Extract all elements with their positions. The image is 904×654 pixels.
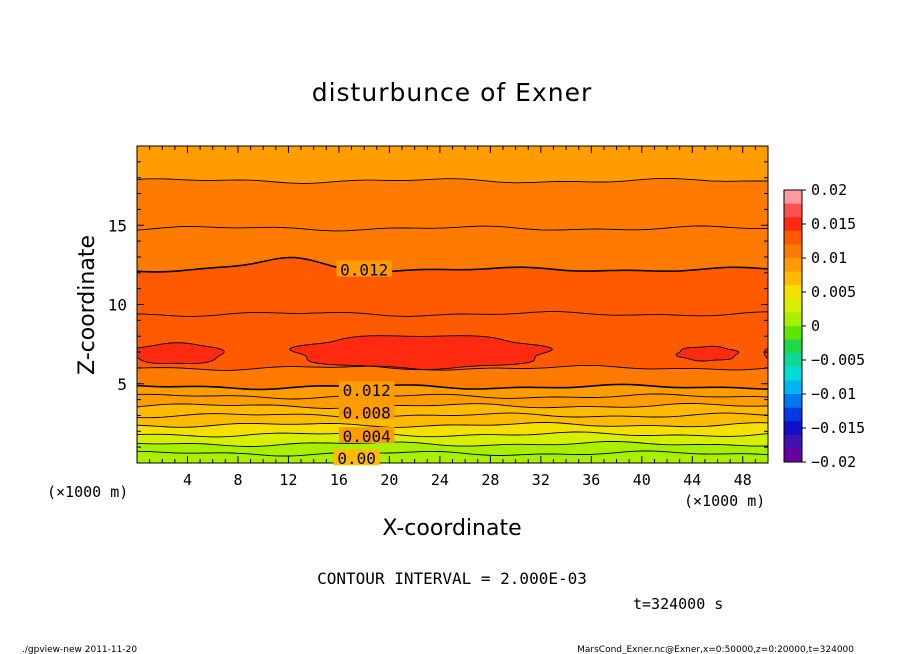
x-tick-label: 16 [330, 471, 348, 489]
contour-line [137, 422, 768, 428]
contour-line [137, 364, 768, 371]
y-tick-label: 15 [108, 216, 127, 235]
colorbar-tick-label: 0.005 [811, 283, 856, 301]
chart-title: disturbunce of Exner [312, 78, 593, 107]
contour-label: 0.008 [343, 403, 391, 422]
time-text: t=324000 s [633, 595, 723, 613]
contour-label-bg [338, 427, 395, 444]
x-tick-label: 48 [734, 471, 752, 489]
y-tick-label: 5 [117, 375, 127, 394]
high-value-region [675, 345, 740, 362]
colorbar-swatch [784, 217, 802, 232]
contour-band [137, 422, 768, 437]
y-axis: 5 10 15 [108, 161, 768, 448]
contour-labels: 0.012 0.012 0.008 0.004 0.00 [333, 260, 395, 468]
x-tick-label: 24 [431, 471, 449, 489]
x-tick-label: 4 [183, 471, 192, 489]
colorbar-swatch [784, 380, 802, 395]
high-value-regions [137, 335, 768, 371]
contour-band [137, 441, 768, 456]
contour-lines [137, 177, 768, 457]
colorbar-swatch [784, 203, 802, 218]
footer-left-text: ./gpview-new 2011-11-20 [22, 645, 137, 654]
high-value-region [763, 348, 768, 360]
contour-line [137, 450, 768, 457]
colorbar-swatch [784, 407, 802, 422]
colorbar-swatch [784, 190, 802, 204]
contour-label: 0.004 [343, 427, 391, 446]
contour-label-bg [336, 260, 392, 277]
x-tick-label: 40 [633, 471, 651, 489]
x-tick-label: 28 [481, 471, 499, 489]
contour-line [137, 383, 768, 391]
contour-band [137, 451, 768, 463]
x-tick-label: 12 [279, 471, 297, 489]
colorbar-swatch [784, 353, 802, 368]
colorbar-tick-label: 0.01 [811, 249, 847, 267]
colorbar-swatch [784, 312, 802, 327]
footer-right-text: MarsCond_Exner.nc@Exner,x=0:50000,z=0:20… [577, 645, 854, 654]
contour-label: 0.00 [337, 449, 376, 468]
colorbar-tick-label: −0.015 [811, 419, 865, 437]
contour-line [137, 177, 768, 184]
colorbar-tick-label: −0.01 [811, 385, 856, 403]
x-tick-label: 20 [380, 471, 398, 489]
contour-line [137, 393, 768, 400]
contour-label-bg [338, 381, 395, 398]
colorbar-tick-label: 0.02 [811, 181, 847, 199]
contour-band [137, 146, 768, 184]
x-tick-label: 36 [582, 471, 600, 489]
colorbar-tick-label: 0.015 [811, 215, 856, 233]
contour-line [137, 431, 768, 438]
colorbar-swatch [784, 434, 802, 449]
colorbar-swatch [784, 244, 802, 259]
contour-line [137, 311, 768, 317]
colorbar-tick-label: 0 [811, 317, 820, 335]
contour-line [137, 403, 768, 409]
y-axis-label: Z-coordinate [75, 235, 100, 375]
contour-band [137, 432, 768, 447]
colorbar-tick-label: −0.005 [811, 351, 865, 369]
contour-line [137, 441, 768, 447]
colorbar-swatch [784, 230, 802, 245]
contour-line [137, 256, 768, 273]
colorbar-swatch [784, 258, 802, 272]
colorbar: 0.02 0.015 0.01 0.005 0 −0.005 −0.01 −0.015 −0.0… [783, 181, 865, 471]
contour-band [137, 257, 768, 317]
colorbar-swatch [784, 448, 802, 463]
contour-line [137, 225, 768, 232]
colorbar-swatch [784, 421, 802, 436]
x-axis-label: X-coordinate [382, 516, 521, 541]
colorbar-swatch [784, 394, 802, 408]
contour-label-bg [338, 403, 395, 420]
x-tick-label: 32 [532, 471, 550, 489]
contour-interval-text: CONTOUR INTERVAL = 2.000E-03 [317, 569, 587, 588]
x-unit-label: (×1000 m) [684, 492, 765, 510]
colorbar-swatch [784, 366, 802, 381]
contour-line [137, 412, 768, 419]
contour-label-bg [333, 449, 380, 466]
contour-band [137, 365, 768, 390]
x-tick-label: 44 [683, 471, 701, 489]
x-tick-label: 8 [233, 471, 242, 489]
contour-label: 0.012 [343, 381, 391, 400]
high-value-region [137, 342, 225, 364]
contour-band [137, 413, 768, 428]
y-tick-label: 10 [108, 296, 127, 315]
colorbar-swatch [784, 285, 802, 300]
colorbar-swatch [784, 339, 802, 354]
colorbar-swatch [784, 271, 802, 286]
colorbar-swatch [784, 326, 802, 340]
high-value-region [288, 335, 553, 371]
colorbar-swatch [784, 298, 802, 313]
contour-band [137, 226, 768, 272]
contour-band [137, 178, 768, 231]
x-axis: 4 8 12 16 20 24 28 32 36 40 44 48 [149, 146, 769, 489]
colorbar-tick-label: −0.02 [811, 453, 856, 471]
contour-band [137, 393, 768, 409]
y-unit-label: (×1000 m) [47, 483, 128, 501]
contour-label: 0.012 [340, 261, 388, 280]
